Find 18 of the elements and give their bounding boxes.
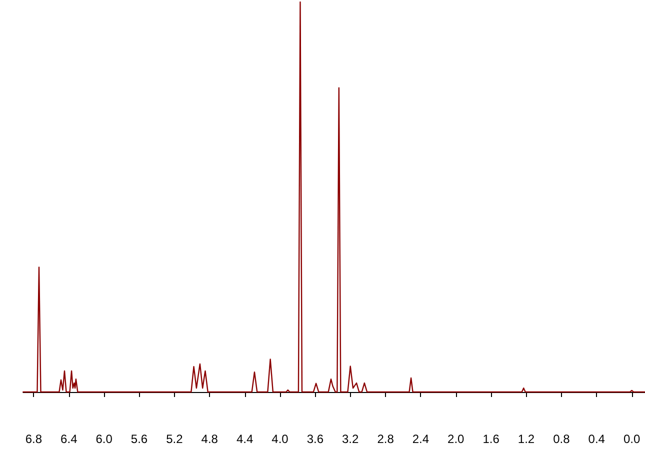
x-tick-label: 0.0 bbox=[623, 432, 640, 446]
x-tick-label: 1.2 bbox=[518, 432, 535, 446]
x-tick-label: 2.8 bbox=[377, 432, 394, 446]
x-tick-label: 0.4 bbox=[588, 432, 606, 446]
x-tick-label: 2.4 bbox=[412, 432, 430, 446]
x-tick-label: 6.8 bbox=[25, 432, 42, 446]
x-tick-label: 3.2 bbox=[342, 432, 360, 446]
x-tick-label: 4.8 bbox=[201, 432, 218, 446]
x-tick-label: 4.0 bbox=[272, 432, 289, 446]
x-tick-label: 6.4 bbox=[60, 432, 78, 446]
x-tick-label: 5.6 bbox=[130, 432, 148, 446]
x-tick-label: 4.4 bbox=[236, 432, 254, 446]
x-tick-label: 2.0 bbox=[448, 432, 465, 446]
x-tick-label: 1.6 bbox=[482, 432, 500, 446]
x-tick-label: 3.6 bbox=[306, 432, 324, 446]
x-tick-label: 5.2 bbox=[166, 432, 184, 446]
x-tick-label: 6.0 bbox=[96, 432, 113, 446]
x-tick-label: 0.8 bbox=[553, 432, 570, 446]
